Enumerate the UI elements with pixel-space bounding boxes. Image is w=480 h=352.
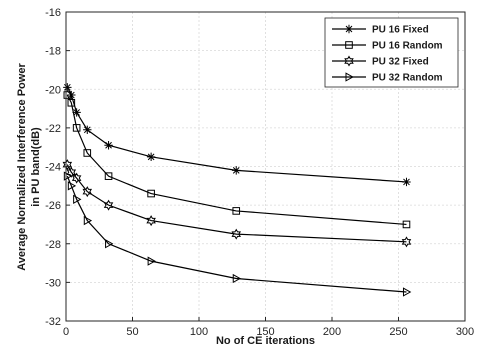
y-tick-label: -32: [45, 316, 61, 328]
legend: PU 16 Fixed PU 16 Random PU 32 Fixed PU 32 …: [324, 17, 459, 88]
data-point-marker: [103, 199, 114, 211]
data-point-marker: [345, 72, 354, 82]
data-point-marker: [232, 166, 241, 175]
data-point-marker: [401, 236, 412, 248]
data-point-marker: [73, 194, 82, 204]
series-line: [66, 175, 407, 293]
y-axis-label-line-1: Average Normalized Interference Power: [16, 63, 28, 271]
y-axis-label-line-2: in PU band(dB): [30, 127, 42, 207]
data-point-marker: [83, 149, 92, 157]
data-point-marker: [146, 215, 156, 227]
series-group: [62, 159, 412, 248]
series-group: [63, 91, 411, 229]
data-point-marker: [232, 273, 242, 284]
x-tick-label: 300: [456, 326, 474, 338]
x-tick-label: 150: [256, 326, 274, 338]
data-point-marker: [67, 181, 77, 191]
data-point-marker: [71, 172, 82, 184]
data-point-marker: [63, 171, 73, 181]
y-tick-label: -20: [45, 84, 61, 96]
data-point-marker: [402, 287, 412, 297]
x-tick-label: 200: [323, 326, 341, 338]
data-point-marker: [72, 124, 81, 132]
data-point-marker: [63, 83, 72, 92]
y-tick-label: -24: [45, 162, 61, 174]
series-line: [66, 164, 407, 243]
data-point-marker: [72, 108, 81, 117]
data-point-marker: [67, 98, 76, 107]
data-point-marker: [83, 215, 93, 226]
legend-label: PU 16 Random: [372, 41, 443, 52]
x-tick-label: 100: [190, 326, 208, 338]
series-group: [63, 83, 411, 187]
x-tick-label: 250: [389, 326, 407, 338]
data-point-marker: [66, 166, 77, 178]
data-point-marker: [104, 141, 113, 150]
data-point-marker: [147, 189, 155, 198]
data-point-marker: [147, 256, 156, 266]
data-point-marker: [82, 186, 93, 198]
data-point-marker: [62, 159, 73, 171]
legend-label: PU 32 Random: [372, 73, 443, 84]
data-point-marker: [344, 24, 354, 34]
series-line: [66, 87, 407, 183]
legend-label: PU 32 Fixed: [372, 57, 429, 68]
x-tick-label: 0: [63, 326, 69, 338]
series-line: [66, 94, 407, 226]
data-point-marker: [63, 91, 72, 99]
y-tick-label: -26: [45, 200, 61, 212]
y-tick-label: -22: [45, 123, 61, 135]
data-point-marker: [104, 172, 113, 180]
legend-label: PU 16 Fixed: [372, 25, 429, 36]
data-point-marker: [402, 177, 411, 187]
y-tick-label: -28: [45, 239, 61, 251]
y-tick-label: -16: [45, 7, 61, 19]
data-point-marker: [105, 239, 114, 249]
y-tick-label: -18: [45, 46, 61, 58]
series-group: [63, 171, 412, 297]
data-point-marker: [402, 220, 411, 229]
data-point-marker: [345, 41, 353, 49]
data-point-marker: [344, 55, 354, 67]
x-axis-label: No of CE iterations: [216, 335, 315, 347]
ticks: 0 50 100 150 200 250 300 -32 -30 -28 -26 -24 -22 -20 -…: [45, 7, 474, 338]
series-layer: [62, 83, 412, 297]
data-point-marker: [83, 125, 92, 135]
data-point-marker: [67, 90, 76, 100]
data-point-marker: [231, 228, 242, 240]
y-tick-label: -30: [45, 277, 61, 289]
data-point-marker: [146, 152, 156, 162]
y-axis-label: Average Normalized Interference Power in…: [16, 63, 42, 271]
x-tick-label: 50: [126, 326, 138, 338]
data-point-marker: [232, 207, 241, 215]
